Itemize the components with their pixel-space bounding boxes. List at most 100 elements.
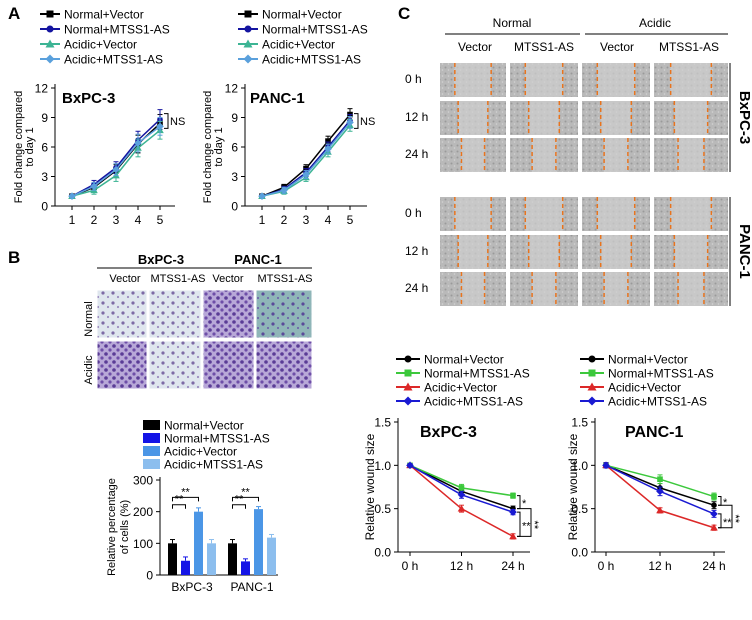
x-tick-label: 24 h <box>501 559 524 573</box>
micrograph-tile <box>255 289 313 339</box>
wound-image-grid: Normal Acidic Vector MTSS1-AS Vector MTSS1-AS… <box>405 16 752 306</box>
x-tick-label: 0 h <box>598 559 615 573</box>
x-tick-label: 3 <box>303 213 310 227</box>
sig-label: ** <box>729 514 741 523</box>
sig-label: * <box>723 497 728 509</box>
timepoint-label: 0 h <box>405 206 422 220</box>
column-label: Vector <box>458 40 492 54</box>
data-point <box>302 170 310 179</box>
chart-growth-panc1: Normal+VectorNormal+MTSS1-ASAcidic+Vecto… <box>202 8 375 228</box>
scratch-gap <box>678 272 704 306</box>
y-axis-label: Relative percentage <box>106 478 118 576</box>
sig-bracket <box>172 496 199 502</box>
cell-line-header: BxPC-3 <box>138 252 184 267</box>
y-axis-label: to day 1 <box>213 127 225 166</box>
sig-label: ** <box>181 486 190 498</box>
sig-bracket <box>718 504 733 529</box>
data-point <box>90 182 98 191</box>
timepoint-label: 24 h <box>405 147 428 161</box>
legend-label: Acidic+Vector <box>64 38 137 52</box>
panel-label-c: C <box>398 4 411 23</box>
scratch-gap <box>461 272 485 306</box>
series-line <box>71 118 161 197</box>
scratch-gap <box>458 101 488 135</box>
legend-swatch <box>143 433 160 443</box>
y-tick-label: 200 <box>133 505 153 519</box>
y-tick-label: 0 <box>231 200 238 214</box>
x-tick-label: 0 h <box>402 559 419 573</box>
legend-label: Acidic+Vector <box>608 381 681 395</box>
scratch-gap <box>674 235 708 269</box>
legend-swatch <box>143 446 160 456</box>
micrograph-tile <box>255 340 313 390</box>
data-point <box>656 487 664 496</box>
legend-label: Acidic+MTSS1-AS <box>262 53 361 67</box>
scratch-gap <box>597 63 635 97</box>
condition-header: Acidic <box>639 16 671 30</box>
legend-swatch <box>143 459 160 469</box>
row-label: Acidic <box>83 355 95 385</box>
legend-marker <box>404 369 412 377</box>
legend-label: Acidic+MTSS1-AS <box>424 395 523 409</box>
timepoint-label: 12 h <box>405 244 428 258</box>
scratch-gap <box>461 138 485 172</box>
legend-label: Normal+MTSS1-AS <box>164 432 270 446</box>
column-label: MTSS1-AS <box>514 40 574 54</box>
scratch-gap <box>597 197 635 231</box>
bar <box>241 561 250 575</box>
bar <box>228 543 237 575</box>
chart-invasion-bar: Normal+VectorNormal+MTSS1-ASAcidic+Vecto… <box>106 419 278 594</box>
bar <box>194 511 203 575</box>
legend-marker <box>587 382 597 391</box>
data-point <box>324 145 332 153</box>
chart-growth-bxpc3: Normal+VectorNormal+MTSS1-ASAcidic+Vecto… <box>13 8 185 228</box>
row-label: Normal <box>83 301 95 336</box>
data-point <box>457 504 466 512</box>
column-label: Vector <box>212 273 244 285</box>
x-tick-label: 1 <box>259 213 266 227</box>
sig-bracket <box>718 496 722 506</box>
micrograph-tile <box>148 289 202 339</box>
y-tick-label: 1.5 <box>571 416 588 430</box>
y-tick-label: 9 <box>41 111 48 125</box>
data-point <box>458 485 465 491</box>
bar <box>207 543 216 575</box>
scratch-gap <box>532 138 556 172</box>
y-tick-label: 12 <box>225 82 239 96</box>
y-axis-label: Fold change compared <box>13 91 25 204</box>
timepoint-label: 24 h <box>405 281 428 295</box>
sig-label: ** <box>235 494 244 506</box>
legend-marker <box>588 369 596 377</box>
x-tick-label: 4 <box>135 213 142 227</box>
scratch-gap <box>670 197 712 231</box>
y-tick-label: 1.0 <box>571 459 588 473</box>
legend-marker <box>403 396 413 406</box>
chart-wound-panc1: Normal+VectorNormal+MTSS1-ASAcidic+Vecto… <box>566 353 741 574</box>
micrograph-tile <box>148 340 202 390</box>
legend-label: Acidic+Vector <box>164 445 237 459</box>
bar <box>181 560 190 575</box>
y-tick-label: 0.5 <box>374 502 391 516</box>
panel-label-a: A <box>8 4 21 23</box>
sig-bracket <box>232 496 259 502</box>
data-point <box>112 165 120 174</box>
sig-label: ** <box>241 486 250 498</box>
data-point <box>457 491 466 499</box>
legend-label: Acidic+MTSS1-AS <box>608 395 707 409</box>
legend-marker <box>243 54 253 64</box>
chart-title: BxPC-3 <box>62 90 115 107</box>
x-tick-label: BxPC-3 <box>171 580 213 594</box>
ns-bracket <box>354 113 359 129</box>
data-point <box>602 461 610 470</box>
data-point <box>134 139 142 147</box>
x-tick-label: 3 <box>113 213 120 227</box>
column-label: Vector <box>109 273 141 285</box>
scratch-gap <box>525 197 563 231</box>
bar <box>168 543 177 575</box>
legend-label: Acidic+MTSS1-AS <box>164 458 263 472</box>
micrograph-tile <box>96 289 148 339</box>
data-point <box>68 192 76 200</box>
sig-bracket <box>517 511 521 537</box>
y-axis-label: Relative wound size <box>566 433 580 540</box>
